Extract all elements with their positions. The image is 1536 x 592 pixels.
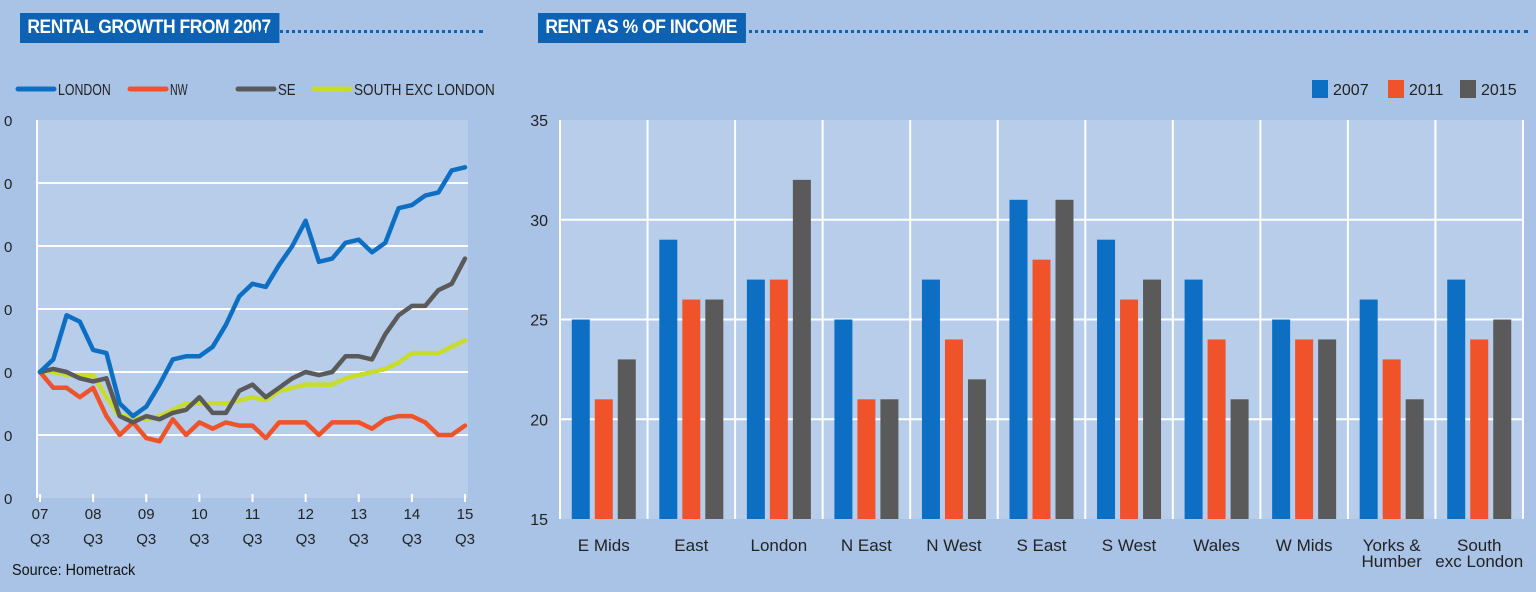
bar-2007	[1009, 199, 1028, 520]
y-tick-label: 0	[4, 365, 12, 382]
x-tick-quarter: Q3	[136, 531, 156, 548]
x-tick-quarter: Q3	[349, 531, 369, 548]
bar-2007	[1447, 279, 1466, 519]
y-tick-label: 0	[4, 428, 12, 445]
legend-label: 2015	[1481, 82, 1517, 99]
x-tick-year: 13	[350, 506, 367, 523]
x-tick-year: 09	[138, 506, 155, 523]
y-tick-label: 30	[530, 213, 548, 230]
x-tick-quarter: Q3	[30, 531, 50, 548]
y-tick-label: 0	[4, 176, 12, 193]
bar-2015	[1493, 319, 1512, 519]
bar-2011	[1295, 339, 1314, 519]
y-tick-label: 0	[4, 302, 12, 319]
category-label: South	[1457, 536, 1501, 555]
bar-2007	[659, 239, 678, 519]
x-tick-year: 12	[297, 506, 314, 523]
bar-2007	[571, 319, 590, 519]
bar-2011	[944, 339, 963, 519]
category-label: S West	[1102, 536, 1157, 555]
x-tick-year: 14	[404, 506, 421, 523]
bar-2011	[857, 399, 876, 519]
category-label: Wales	[1193, 536, 1240, 555]
bar-2007	[921, 279, 940, 519]
category-label: E Mids	[578, 536, 630, 555]
legend-label: 2007	[1333, 82, 1369, 99]
x-tick-quarter: Q3	[402, 531, 422, 548]
bar-2015	[967, 379, 986, 519]
series-line-nw	[37, 369, 468, 444]
category-label: N West	[926, 536, 982, 555]
bar-2015	[1318, 339, 1337, 519]
legend-swatch	[1312, 80, 1328, 98]
x-tick-year: 10	[191, 506, 208, 523]
bar-2015	[705, 299, 724, 519]
bar-2007	[834, 319, 853, 519]
x-tick-quarter: Q3	[296, 531, 316, 548]
bar-2015	[1143, 279, 1162, 519]
series-line-se	[37, 256, 468, 425]
bar-2011	[1032, 259, 1051, 519]
left-title-divider	[255, 30, 483, 33]
y-tick-label: 15	[530, 512, 548, 529]
category-label: W Mids	[1276, 536, 1333, 555]
bar-2011	[1120, 299, 1139, 519]
category-label: S East	[1016, 536, 1066, 555]
source-note: Source: Hometrack	[12, 562, 136, 579]
bar-2007	[1097, 239, 1116, 519]
bar-2015	[617, 359, 636, 519]
category-label: Humber	[1361, 552, 1422, 571]
bar-2015	[1055, 199, 1074, 520]
category-label: N East	[841, 536, 892, 555]
category-label: Yorks &	[1363, 536, 1422, 555]
category-label: East	[674, 536, 708, 555]
x-tick-quarter: Q3	[189, 531, 209, 548]
x-tick-year: 11	[245, 506, 261, 523]
y-tick-label: 0	[4, 113, 12, 130]
bar-2011	[1470, 339, 1489, 519]
legend-label: 2011	[1409, 82, 1444, 99]
bar-2011	[594, 399, 613, 519]
legend-swatch	[1460, 80, 1476, 98]
right-chart-title: RENT AS % OF INCOME	[538, 13, 747, 43]
category-label: exc London	[1435, 552, 1523, 571]
legend-label: SOUTH EXC LONDON	[354, 82, 495, 99]
x-tick-quarter: Q3	[242, 531, 262, 548]
y-tick-label: 0	[4, 491, 12, 508]
y-tick-label: 0	[4, 239, 12, 256]
y-tick-label: 35	[530, 113, 548, 130]
x-tick-quarter: Q3	[455, 531, 475, 548]
left-chart-title: RENTAL GROWTH FROM 2007	[20, 13, 280, 43]
x-tick-quarter: Q3	[83, 531, 103, 548]
x-tick-year: 08	[85, 506, 102, 523]
bar-2011	[1207, 339, 1226, 519]
bar-2015	[1230, 399, 1249, 519]
bar-2007	[1184, 279, 1203, 519]
legend-swatch	[1388, 80, 1404, 98]
y-tick-label: 25	[530, 313, 548, 330]
category-label: London	[750, 536, 807, 555]
bar-2007	[1272, 319, 1291, 519]
series-line-london	[37, 165, 468, 419]
series-line-south-exc-london	[37, 338, 468, 422]
bar-2011	[682, 299, 701, 519]
bar-2011	[1382, 359, 1401, 519]
x-tick-year: 07	[32, 506, 49, 523]
bar-2011	[769, 279, 788, 519]
legend-label: SE	[278, 82, 296, 99]
bar-2015	[792, 179, 811, 519]
legend-label: LONDON	[58, 82, 111, 99]
legend-label: NW	[170, 82, 188, 99]
right-title-divider	[742, 30, 1528, 33]
bar-2007	[1359, 299, 1378, 519]
bar-2007	[746, 279, 765, 519]
y-tick-label: 20	[530, 412, 548, 429]
x-tick-year: 15	[457, 506, 474, 523]
bar-2015	[1405, 399, 1424, 519]
bar-2015	[880, 399, 899, 519]
rental-growth-line-chart: 0 0 0 0 0 0 0 07 Q3 08 Q3 09 Q3 10 Q3 11 Q3 12 Q3 13 Q3 14 Q3 1…	[4, 82, 495, 548]
